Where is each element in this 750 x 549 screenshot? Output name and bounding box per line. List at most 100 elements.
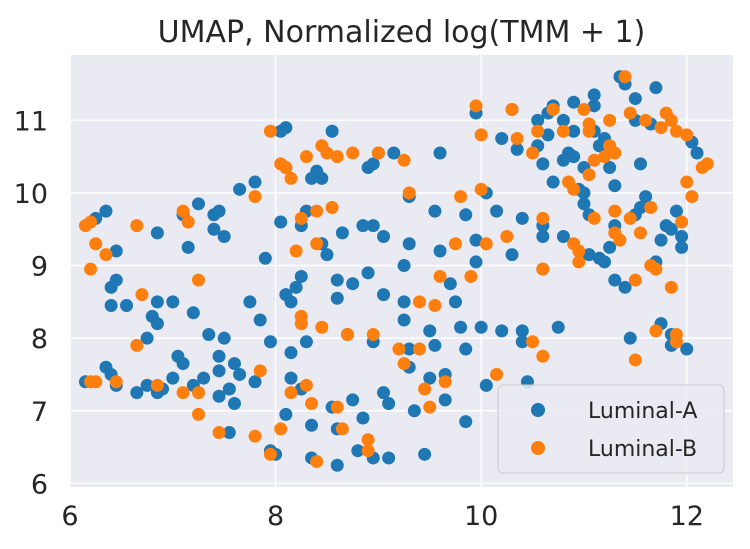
data-point (197, 371, 211, 385)
data-point (675, 240, 689, 254)
data-point (222, 426, 236, 440)
data-point (402, 186, 416, 200)
data-point (551, 320, 565, 334)
data-point (202, 328, 216, 342)
data-point (639, 190, 653, 204)
data-point (448, 295, 462, 309)
grid-lines (69, 55, 733, 487)
data-point (608, 204, 622, 218)
legend-frame (497, 384, 725, 474)
data-point (536, 262, 550, 276)
data-point (212, 349, 226, 363)
data-point (438, 375, 452, 389)
legend-label: Luminal-A (588, 399, 697, 424)
data-point (377, 386, 391, 400)
data-point (556, 124, 570, 138)
data-point (459, 415, 473, 429)
data-point (423, 324, 437, 338)
data-point (669, 204, 683, 218)
data-point (608, 179, 622, 193)
data-point (150, 295, 164, 309)
data-point (469, 99, 483, 113)
data-point (495, 131, 509, 145)
data-point (541, 128, 555, 142)
data-point (515, 335, 529, 349)
data-point (582, 248, 596, 262)
data-point (675, 230, 689, 244)
data-point (397, 313, 411, 327)
data-point (490, 204, 504, 218)
data-point (536, 230, 550, 244)
data-point (212, 204, 226, 218)
chart-title: UMAP, Normalized log(TMM + 1) (158, 15, 646, 50)
data-point (407, 404, 421, 418)
data-point (412, 342, 426, 356)
data-point (217, 331, 231, 345)
data-point (130, 338, 144, 352)
data-point (536, 211, 550, 225)
data-point (412, 295, 426, 309)
data-point (654, 121, 668, 135)
data-point (176, 204, 190, 218)
data-point (500, 230, 514, 244)
data-point (109, 244, 123, 258)
x-tick-label: 10 (464, 501, 498, 532)
data-point (150, 226, 164, 240)
data-point (120, 298, 134, 312)
data-point (130, 219, 144, 233)
data-point (669, 335, 683, 349)
data-point (577, 197, 591, 211)
data-point (335, 422, 349, 436)
data-point (587, 99, 601, 113)
data-points (78, 70, 714, 472)
data-point (505, 102, 519, 116)
data-point (284, 386, 298, 400)
data-point (315, 320, 329, 334)
data-point (191, 273, 205, 287)
data-point (567, 124, 581, 138)
data-point (418, 447, 432, 461)
data-point (346, 146, 360, 160)
data-point (577, 186, 591, 200)
data-point (263, 335, 277, 349)
data-point (623, 211, 637, 225)
data-point (515, 324, 529, 338)
data-point (299, 150, 313, 164)
data-point (84, 215, 98, 229)
data-point (84, 375, 98, 389)
data-point (490, 367, 504, 381)
data-point (320, 146, 334, 160)
data-point (556, 153, 570, 167)
data-point (284, 171, 298, 185)
data-point (433, 244, 447, 258)
data-point (109, 375, 123, 389)
data-point (284, 371, 298, 385)
data-point (310, 455, 324, 469)
y-tick-label: 6 (31, 469, 48, 500)
data-point (361, 433, 375, 447)
data-point (263, 124, 277, 138)
data-point (279, 121, 293, 135)
data-point (474, 182, 488, 196)
data-point (227, 357, 241, 371)
data-point (418, 382, 432, 396)
data-point (356, 219, 370, 233)
data-point (109, 273, 123, 287)
tick-labels: 6 8 10 12 6 7 8 9 10 11 (14, 106, 704, 532)
data-point (546, 175, 560, 189)
data-point (664, 113, 678, 127)
data-point (633, 226, 647, 240)
legend-marker (531, 403, 545, 417)
data-point (556, 113, 570, 127)
data-point (166, 371, 180, 385)
data-point (258, 251, 272, 265)
data-point (387, 146, 401, 160)
data-point (613, 233, 627, 247)
data-point (628, 273, 642, 287)
y-tick-label: 9 (31, 252, 48, 283)
data-point (423, 371, 437, 385)
data-point (248, 190, 262, 204)
data-point (515, 211, 529, 225)
data-point (423, 400, 437, 414)
data-point (346, 277, 360, 291)
